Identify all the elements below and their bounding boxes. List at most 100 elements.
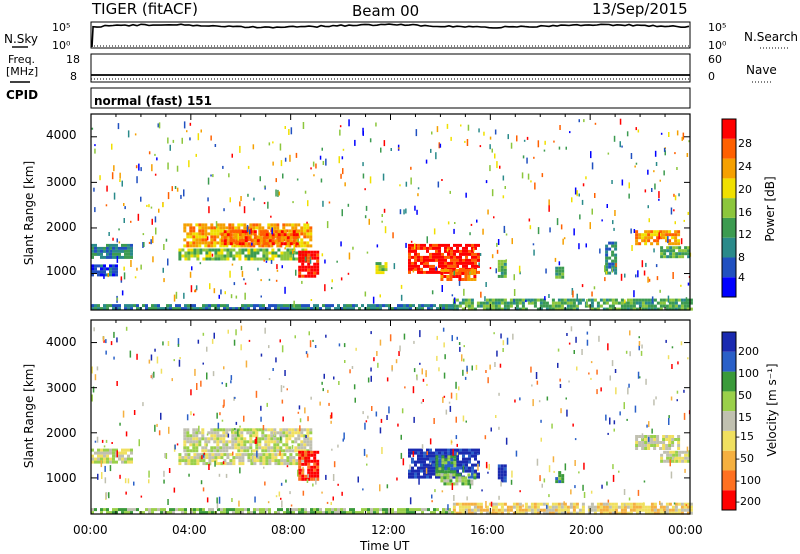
noise-cell: [227, 329, 229, 334]
heatmap-cell: [349, 511, 352, 515]
noise-cell: [264, 327, 266, 334]
heatmap-cell: [352, 304, 355, 308]
heatmap-cell: [474, 246, 477, 250]
noise-cell: [572, 290, 574, 298]
heatmap-cell: [572, 505, 576, 509]
heatmap-cell: [192, 238, 196, 242]
heatmap-cell: [446, 479, 450, 483]
heatmap-cell: [196, 254, 200, 258]
heatmap-cell: [184, 254, 188, 258]
heatmap-cell: [447, 448, 450, 452]
heatmap-cell: [388, 304, 391, 308]
heatmap-cell: [229, 459, 233, 463]
heatmap-cell: [261, 226, 265, 230]
heatmap-cell: [602, 307, 606, 311]
noise-cell: [247, 193, 249, 197]
heatmap-cell: [551, 508, 555, 512]
heatmap-cell: [677, 304, 681, 308]
heatmap-cell: [379, 304, 382, 308]
heatmap-cell: [530, 298, 534, 302]
heatmap-cell: [614, 256, 618, 260]
heatmap-cell: [247, 304, 250, 308]
nsky-tick-top: 10⁵: [52, 21, 71, 34]
heatmap-cell: [265, 230, 269, 234]
heatmap-cell: [665, 230, 669, 234]
heatmap-cell: [226, 248, 230, 252]
noise-cell: [195, 285, 198, 291]
noise-cell: [113, 165, 115, 172]
heatmap-cell: [234, 431, 238, 435]
heatmap-cell: [198, 229, 202, 233]
heatmap-cell: [214, 459, 218, 463]
beam-label: Beam 00: [352, 2, 420, 20]
noise-cell: [146, 204, 148, 207]
heatmap-cell: [440, 476, 444, 480]
heatmap-cell: [189, 437, 193, 441]
heatmap-cell: [465, 463, 468, 467]
noise-cell: [105, 350, 107, 355]
heatmap-cell: [262, 248, 266, 252]
heatmap-cell: [653, 230, 657, 234]
heatmap-cell: [130, 448, 133, 452]
heatmap-cell: [285, 223, 289, 227]
noise-cell: [414, 205, 416, 211]
heatmap-cell: [294, 226, 298, 230]
heatmap-cell: [286, 251, 290, 255]
heatmap-cell: [375, 268, 379, 272]
heatmap-cell: [471, 249, 474, 253]
heatmap-cell: [423, 469, 426, 473]
heatmap-cell: [199, 248, 203, 252]
heatmap-cell: [623, 304, 627, 308]
heatmap-cell: [195, 449, 199, 453]
heatmap-cell: [237, 437, 241, 441]
noise-cell: [263, 185, 266, 188]
heatmap-cell: [294, 449, 298, 453]
heatmap-cell: [253, 456, 257, 460]
heatmap-cell: [668, 447, 672, 450]
noise-cell: [613, 135, 616, 142]
noise-cell: [248, 339, 251, 342]
heatmap-cell: [190, 307, 193, 311]
heatmap-cell: [558, 477, 562, 481]
heatmap-cell: [289, 453, 293, 457]
heatmap-cell: [195, 440, 199, 444]
heatmap-cell: [614, 241, 618, 245]
heatmap-cell: [216, 437, 220, 441]
noise-cell: [615, 262, 617, 267]
noise-cell: [647, 276, 649, 283]
heatmap-cell: [485, 301, 489, 305]
noise-cell: [370, 375, 372, 382]
noise-cell: [211, 253, 214, 257]
heatmap-cell: [244, 257, 248, 261]
noise-cell: [130, 220, 132, 223]
noise-cell: [533, 156, 535, 159]
heatmap-cell: [298, 265, 302, 269]
heatmap-cell: [294, 446, 298, 450]
noise-cell: [108, 492, 110, 499]
noise-cell: [530, 366, 532, 373]
noise-cell: [189, 271, 192, 278]
heatmap-cell: [608, 298, 612, 302]
heatmap-cell: [97, 451, 100, 455]
heatmap-cell: [626, 301, 630, 305]
heatmap-cell: [668, 508, 672, 512]
noise-cell: [489, 136, 492, 140]
heatmap-cell: [421, 508, 424, 512]
heatmap-cell: [635, 236, 639, 240]
heatmap-cell: [509, 298, 513, 302]
heatmap-cell: [459, 261, 462, 265]
noise-cell: [133, 481, 135, 486]
heatmap-cell: [130, 304, 133, 308]
noise-cell: [619, 118, 622, 125]
heatmap-cell: [453, 261, 456, 265]
heatmap-cell: [474, 454, 477, 458]
noise-cell: [515, 450, 518, 457]
noise-cell: [113, 331, 115, 338]
heatmap-cell: [408, 469, 411, 473]
noise-cell: [565, 146, 567, 150]
noise-cell: [215, 221, 218, 229]
heatmap-cell: [471, 243, 474, 247]
heatmap-cell: [456, 466, 459, 470]
heatmap-cell: [199, 511, 202, 515]
heatmap-cell: [313, 508, 316, 512]
